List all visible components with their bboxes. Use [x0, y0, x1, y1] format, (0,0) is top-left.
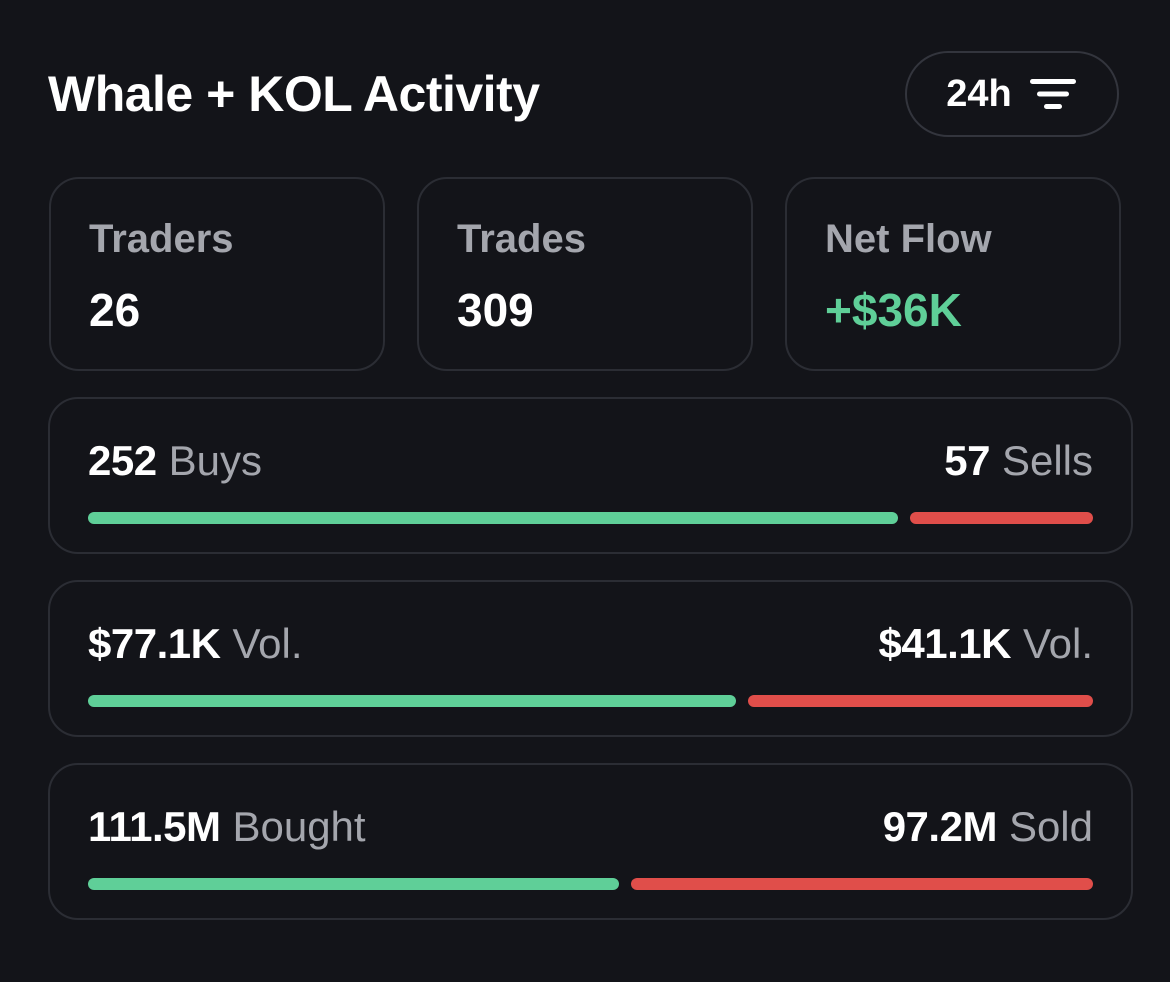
bought-amount: 111.5M — [88, 803, 221, 850]
time-range-label: 24h — [946, 73, 1012, 115]
buys-unit: Buys — [168, 437, 262, 484]
sell-bar — [747, 695, 1093, 707]
stat-value: 26 — [89, 284, 141, 336]
volume-ratio-bar — [88, 695, 1093, 707]
panel-title: Whale + KOL Activity — [48, 66, 540, 122]
sell-volume-unit: Vol. — [1022, 620, 1093, 667]
buy-bar — [88, 695, 736, 707]
stat-card-traders: Traders 26 — [49, 177, 385, 371]
time-range-filter-button[interactable]: 24h — [905, 51, 1119, 137]
buy-side-label: 252 Buys — [88, 435, 262, 487]
sell-side-label: $41.1K Vol. — [879, 618, 1094, 670]
bought-unit: Bought — [232, 803, 366, 850]
buy-volume-unit: Vol. — [232, 620, 303, 667]
filter-lines-icon — [1029, 79, 1076, 109]
buy-bar — [88, 512, 898, 524]
buy-side-label: 111.5M Bought — [88, 801, 366, 853]
sell-side-label: 97.2M Sold — [883, 801, 1093, 853]
sold-amount: 97.2M — [882, 803, 998, 850]
sells-count: 57 — [944, 437, 990, 484]
volume-card: $77.1K Vol. $41.1K Vol. — [48, 580, 1133, 737]
sell-side-label: 57 Sells — [944, 435, 1093, 487]
sold-unit: Sold — [1008, 803, 1093, 850]
buy-side-label: $77.1K Vol. — [88, 618, 303, 670]
sells-unit: Sells — [1001, 437, 1093, 484]
sell-volume: $41.1K — [878, 620, 1012, 667]
stat-value: 309 — [457, 284, 534, 336]
stat-label: Net Flow — [825, 217, 992, 261]
bought-sold-ratio-bar — [88, 878, 1093, 890]
bought-sold-card: 111.5M Bought 97.2M Sold — [48, 763, 1133, 920]
buy-sell-ratio-bar — [88, 512, 1093, 524]
buys-sells-card: 252 Buys 57 Sells — [48, 397, 1133, 554]
sell-bar — [909, 512, 1093, 524]
stat-card-net-flow: Net Flow +$36K — [785, 177, 1121, 371]
buy-volume: $77.1K — [88, 620, 221, 667]
stat-label: Traders — [89, 217, 234, 261]
stat-card-trades: Trades 309 — [417, 177, 753, 371]
stat-label: Trades — [457, 217, 586, 261]
sell-bar — [630, 878, 1093, 890]
buys-count: 252 — [88, 437, 157, 484]
buy-bar — [88, 878, 619, 890]
stat-value: +$36K — [825, 284, 962, 336]
